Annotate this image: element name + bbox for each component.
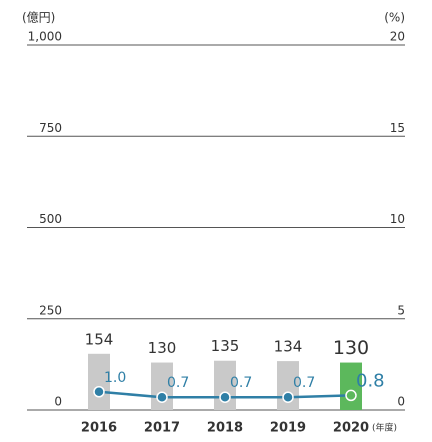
y2-tick-label: 10 [390, 212, 405, 226]
y-axis-label: (億円) [22, 11, 55, 25]
x-tick-label: 2020 [333, 421, 369, 436]
x-tick-label: 2018 [207, 421, 243, 436]
y-tick-label: 1,000 [28, 30, 62, 44]
line-point [156, 391, 168, 403]
y-tick-label: 500 [39, 212, 62, 226]
bar-value-label: 130 [333, 337, 369, 359]
y-tick-label: 250 [39, 303, 62, 317]
y-tick-label: 0 [54, 395, 62, 409]
bar-value-label: 154 [85, 330, 114, 348]
x-tick-label: 2019 [270, 421, 306, 436]
line-value-label: 1.0 [104, 370, 126, 386]
bar-value-label: 130 [148, 339, 177, 357]
x-tick-label: 2016 [81, 421, 117, 436]
y2-axis-label: (%) [384, 11, 405, 25]
y2-tick-label: 5 [397, 303, 405, 317]
line-point [93, 386, 105, 398]
line-point [345, 389, 357, 402]
y2-tick-label: 15 [390, 121, 405, 135]
line-point [282, 391, 294, 403]
y-tick-label: 750 [39, 121, 62, 135]
x-tick-label: 2017 [144, 421, 180, 436]
bar [340, 362, 362, 410]
y2-tick-label: 0 [397, 395, 405, 409]
x-unit: (年度) [372, 422, 397, 434]
line-value-label: 0.7 [230, 375, 252, 391]
bar [88, 353, 110, 410]
line-value-label: 0.8 [356, 370, 385, 391]
line-value-label: 0.7 [167, 375, 189, 391]
line-point [219, 391, 231, 403]
bar-value-label: 135 [211, 337, 240, 355]
y2-tick-label: 20 [390, 30, 405, 44]
line-value-label: 0.7 [293, 375, 315, 391]
bar-value-label: 134 [274, 338, 303, 356]
